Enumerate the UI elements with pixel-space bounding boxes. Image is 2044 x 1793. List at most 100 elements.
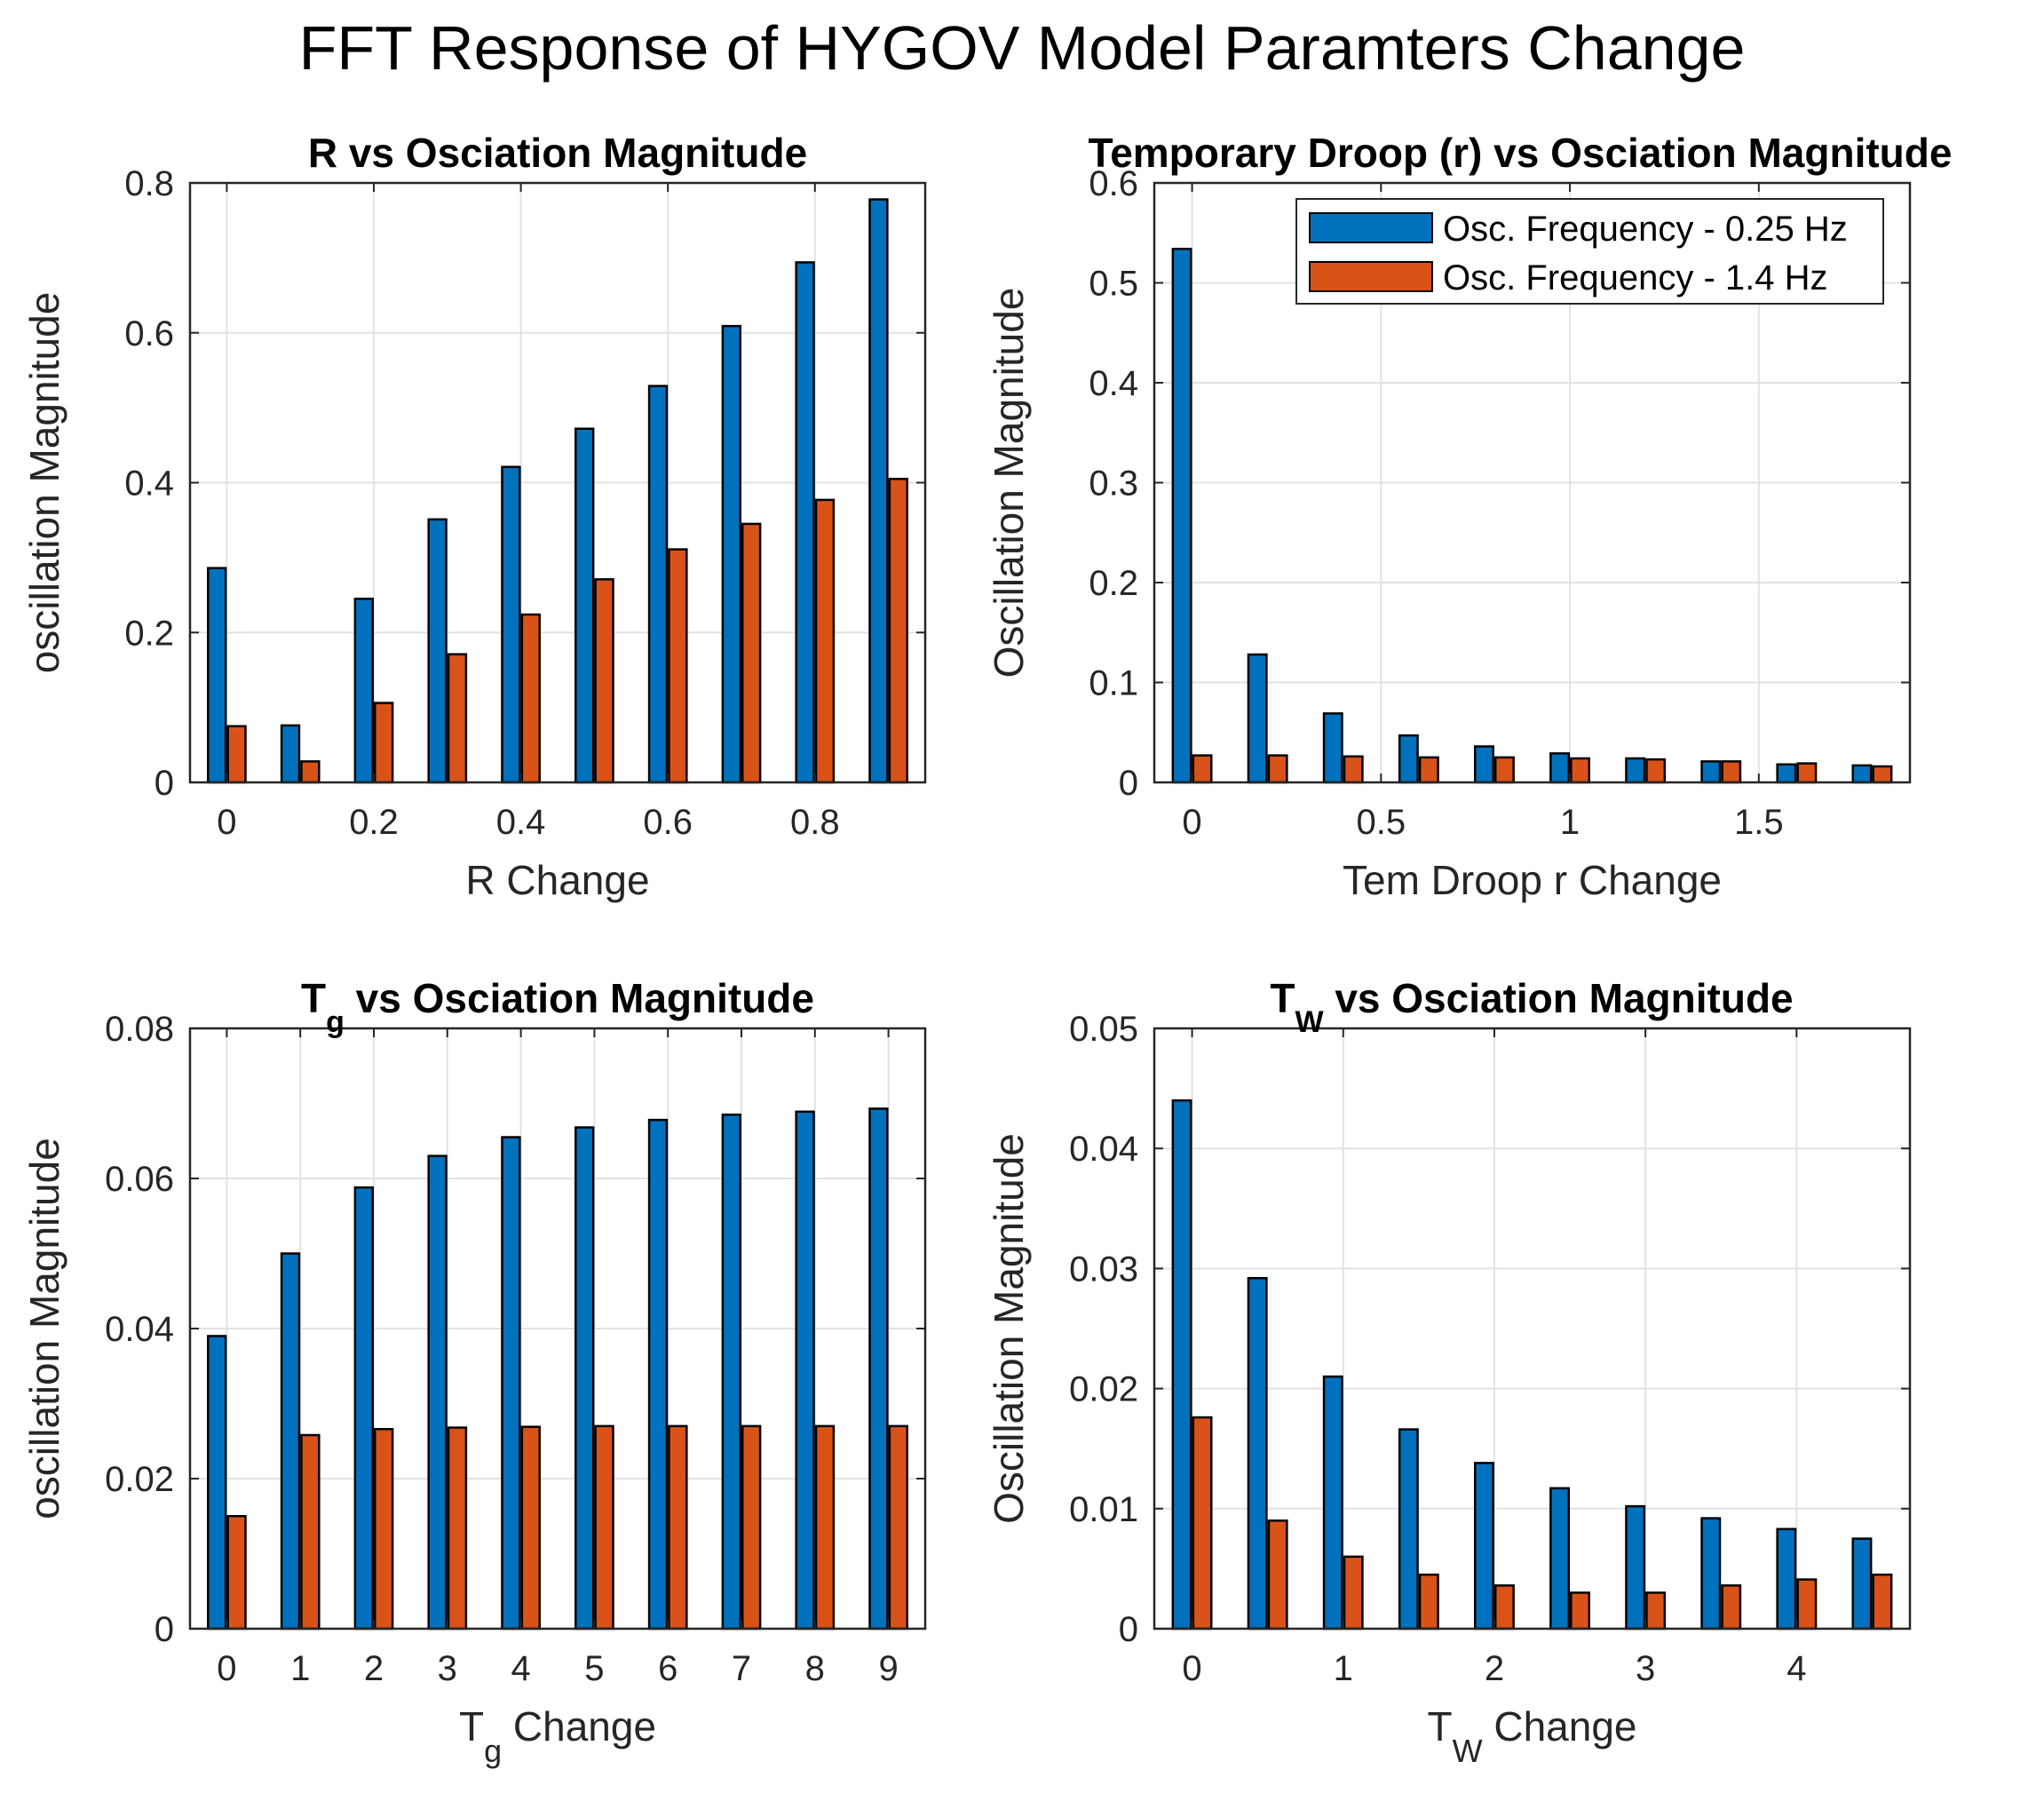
subplot-title-main: T — [301, 975, 326, 1021]
x-tick-label: 0 — [217, 803, 236, 842]
y-tick-label: 0.5 — [1089, 265, 1138, 304]
bar-osc-1-4hz — [1343, 1555, 1364, 1630]
x-tick-label: 0.4 — [496, 803, 546, 842]
x-tick-label: 1 — [1560, 803, 1580, 842]
bar-osc-1-4hz — [1721, 1584, 1742, 1630]
x-tick-label: 2 — [1485, 1649, 1504, 1688]
subplot-title: Temporary Droop (r) vs Osciation Magnitu… — [1089, 130, 1953, 176]
x-tick-label: 0 — [217, 1649, 236, 1688]
x-tick-label: 4 — [1787, 1649, 1806, 1688]
y-tick-label: 0.05 — [1069, 1010, 1138, 1049]
x-tick-label: 6 — [658, 1649, 677, 1688]
x-axis-label-main: T — [1427, 1703, 1452, 1749]
subplot-title-rest: vs Osciation Magnitude — [345, 975, 814, 1021]
x-axis-label-main: T — [459, 1703, 484, 1749]
subplot-title: Tg vs Osciation Magnitude — [301, 975, 814, 1039]
y-axis-label: oscillation Magnitude — [21, 292, 67, 674]
y-tick-label: 0 — [1119, 1610, 1138, 1649]
y-tick-label: 0.02 — [1069, 1370, 1138, 1409]
legend: Osc. Frequency - 0.25 Hz Osc. Frequency -… — [1295, 198, 1884, 305]
y-tick-label: 0.03 — [1069, 1250, 1138, 1289]
y-tick-label: 0.06 — [105, 1160, 174, 1199]
x-tick-label: 1 — [290, 1649, 310, 1688]
x-axis-label-rest: Change — [502, 1703, 656, 1749]
y-tick-label: 0.4 — [124, 464, 174, 504]
y-tick-label: 0.08 — [105, 1010, 174, 1049]
x-tick-label: 5 — [584, 1649, 604, 1688]
y-tick-label: 0.6 — [1089, 164, 1138, 203]
bar-osc-1-4hz — [1872, 1573, 1893, 1630]
x-tick-label: 9 — [878, 1649, 898, 1688]
x-tick-label: 8 — [805, 1649, 825, 1688]
y-axis-label: oscillation Magnitude — [21, 1138, 67, 1519]
bar-osc-0-25hz — [1700, 1517, 1722, 1630]
bar-osc-0-25hz — [1625, 1504, 1646, 1630]
subplot-title-rest: vs Osciation Magnitude — [1324, 975, 1794, 1021]
figure-title: FFT Response of HYGOV Model Paramters Ch… — [298, 13, 1746, 83]
x-axis-label: Tg Change — [459, 1703, 656, 1769]
bar-osc-1-4hz — [1192, 1416, 1213, 1630]
x-axis-label-subscript: W — [1453, 1733, 1483, 1769]
x-axis-label-subscript: g — [484, 1733, 502, 1769]
y-tick-label: 0.8 — [124, 164, 174, 203]
x-axis-label-rest: Change — [1483, 1703, 1637, 1749]
subplot-title: TW vs Osciation Magnitude — [1270, 975, 1793, 1039]
subplot-title-subscript: W — [1295, 1005, 1324, 1039]
x-tick-label: 0.6 — [643, 803, 693, 842]
y-tick-label: 0.01 — [1069, 1490, 1138, 1529]
x-axis-label: R Change — [465, 857, 649, 903]
legend-label-1-4hz: Osc. Frequency - 1.4 Hz — [1443, 258, 1827, 298]
x-tick-label: 1 — [1334, 1649, 1353, 1688]
subplot-title-main: T — [1270, 975, 1295, 1021]
bar-osc-0-25hz — [1549, 1487, 1571, 1630]
y-tick-label: 0.2 — [124, 614, 174, 653]
bar-osc-0-25hz — [1171, 1099, 1192, 1630]
y-tick-label: 0.04 — [105, 1310, 174, 1349]
y-tick-label: 0 — [154, 1610, 174, 1649]
x-axis-label: Tem Droop r Change — [1343, 857, 1722, 903]
axes-frame — [1153, 1027, 1912, 1630]
bar-osc-1-4hz — [1645, 1591, 1667, 1630]
x-tick-label: 1.5 — [1734, 803, 1784, 842]
y-tick-label: 0.3 — [1089, 464, 1138, 504]
bar-osc-1-4hz — [1267, 1519, 1288, 1630]
legend-label-0-25hz: Osc. Frequency - 0.25 Hz — [1443, 210, 1848, 249]
x-tick-label: 0 — [1182, 1649, 1201, 1688]
y-tick-label: 0.4 — [1089, 364, 1138, 403]
x-tick-label: 3 — [1636, 1649, 1655, 1688]
x-tick-label: 0.8 — [790, 803, 840, 842]
y-tick-label: 0 — [154, 764, 174, 803]
y-tick-label: 0.1 — [1089, 664, 1138, 703]
x-axis-label: TW Change — [1427, 1703, 1636, 1769]
y-tick-label: 0.6 — [124, 314, 174, 353]
bar-osc-0-25hz — [1247, 1276, 1268, 1630]
x-tick-label: 0.2 — [349, 803, 399, 842]
x-tick-label: 2 — [364, 1649, 384, 1688]
y-tick-label: 0.04 — [1069, 1130, 1138, 1169]
bar-osc-1-4hz — [1493, 1584, 1515, 1630]
bar-osc-0-25hz — [1473, 1462, 1494, 1630]
bar-osc-0-25hz — [1851, 1537, 1873, 1630]
subplot-title-subscript: g — [326, 1005, 345, 1039]
bar-osc-0-25hz — [1322, 1375, 1343, 1630]
y-axis-label: Oscillation Magnitude — [986, 288, 1032, 678]
y-tick-label: 0.02 — [105, 1460, 174, 1499]
y-axis-label: Oscillation Magnitude — [986, 1133, 1032, 1524]
y-tick-label: 0.2 — [1089, 564, 1138, 603]
legend-swatch-0-25hz — [1309, 212, 1433, 243]
bar-osc-1-4hz — [1418, 1573, 1439, 1630]
x-tick-label: 4 — [511, 1649, 530, 1688]
bar-osc-0-25hz — [1398, 1428, 1419, 1630]
bar-osc-0-25hz — [1776, 1527, 1797, 1630]
x-tick-label: 0.5 — [1356, 803, 1406, 842]
x-tick-label: 0 — [1182, 803, 1201, 842]
bar-osc-1-4hz — [1796, 1578, 1818, 1630]
bar-osc-1-4hz — [1570, 1591, 1591, 1630]
y-tick-label: 0 — [1119, 764, 1138, 803]
x-tick-label: 7 — [732, 1649, 751, 1688]
subplot-title: R vs Osciation Magnitude — [308, 130, 807, 176]
